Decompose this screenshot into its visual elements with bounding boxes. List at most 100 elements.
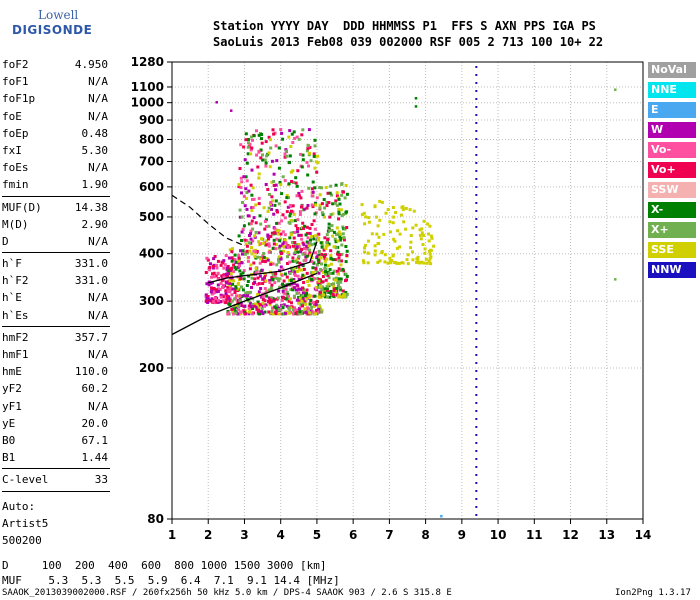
legend-item-x: X+ xyxy=(648,222,696,238)
echo-point xyxy=(267,250,271,254)
echo-point xyxy=(283,200,287,204)
echo-point xyxy=(260,133,264,136)
echo-point xyxy=(296,227,299,230)
echo-point xyxy=(283,152,287,156)
param-group-virtual-heights: h`F 331.0 h`F2 331.0 h`E N/A h`Es N/A xyxy=(2,255,110,324)
echo-point xyxy=(394,211,398,214)
echo-point xyxy=(293,286,297,290)
echo-point xyxy=(281,284,285,287)
echo-point xyxy=(276,296,280,300)
echo-point xyxy=(230,308,234,311)
echo-point xyxy=(233,297,236,301)
param-value: 2.90 xyxy=(81,217,109,231)
param-row: h`E N/A xyxy=(2,289,110,306)
echo-point xyxy=(295,258,299,262)
echo-point xyxy=(305,254,309,258)
echo-point xyxy=(264,164,268,168)
echo-point xyxy=(300,294,304,298)
echo-point xyxy=(218,288,222,291)
echo-point xyxy=(279,232,283,236)
echo-point xyxy=(373,244,377,248)
echo-point xyxy=(404,207,408,210)
echo-point xyxy=(291,259,295,263)
echo-point xyxy=(250,286,253,289)
echo-point xyxy=(398,232,402,236)
echo-point xyxy=(382,232,386,236)
echo-point xyxy=(314,285,318,289)
echo-point xyxy=(333,258,337,262)
echo-point xyxy=(274,310,278,314)
echo-point xyxy=(420,227,424,231)
echo-point xyxy=(287,306,291,310)
echo-point xyxy=(299,268,303,272)
echo-point xyxy=(246,291,250,294)
echo-point xyxy=(280,219,284,223)
echo-point xyxy=(239,143,243,147)
echo-point xyxy=(401,261,405,265)
echo-point xyxy=(278,180,282,184)
echo-point xyxy=(280,299,284,302)
echo-point xyxy=(214,274,218,278)
echo-point xyxy=(317,279,321,283)
echo-point xyxy=(378,199,382,203)
echo-point xyxy=(253,281,257,284)
echo-point xyxy=(288,129,292,133)
echo-point xyxy=(245,239,249,242)
echo-point xyxy=(301,286,305,290)
echo-point xyxy=(268,202,272,206)
echo-point xyxy=(249,263,253,267)
echo-point xyxy=(212,275,216,279)
echo-point xyxy=(255,305,259,309)
echo-point xyxy=(277,279,280,283)
echo-point xyxy=(241,227,245,231)
echo-point xyxy=(204,271,208,274)
echo-point xyxy=(250,146,254,150)
echo-point xyxy=(280,251,284,255)
echo-point xyxy=(265,294,269,298)
echo-point xyxy=(392,237,396,241)
echo-point xyxy=(244,187,248,191)
echo-point xyxy=(293,306,297,310)
echo-point xyxy=(284,297,288,301)
echo-point xyxy=(286,262,289,265)
echo-point xyxy=(307,186,311,190)
echo-point xyxy=(311,190,315,194)
echo-point xyxy=(264,218,268,222)
echo-point xyxy=(260,141,264,145)
echo-point xyxy=(267,299,270,303)
echo-point xyxy=(267,224,271,228)
echo-point xyxy=(251,239,255,243)
echo-point xyxy=(276,232,280,236)
echo-point xyxy=(246,259,250,263)
echo-point xyxy=(317,295,321,299)
echo-point xyxy=(257,307,261,311)
echo-point xyxy=(384,211,388,215)
echo-point xyxy=(391,206,395,209)
echo-point xyxy=(285,304,289,308)
echo-point xyxy=(243,238,247,242)
param-value: N/A xyxy=(88,348,108,361)
echo-point xyxy=(303,294,307,298)
echo-point xyxy=(285,290,289,294)
echo-point xyxy=(300,276,304,280)
echo-point xyxy=(367,216,371,220)
echo-point xyxy=(341,294,345,298)
param-name: B0 xyxy=(2,433,16,447)
param-row: C-level 33 xyxy=(2,471,110,488)
echo-point xyxy=(332,269,336,273)
echo-point xyxy=(208,266,212,269)
echo-point xyxy=(334,287,338,290)
echo-point xyxy=(296,169,300,173)
echo-point xyxy=(411,226,415,230)
echo-point xyxy=(308,151,312,155)
echo-point xyxy=(233,307,237,311)
echo-point xyxy=(286,293,290,296)
echo-point xyxy=(337,286,340,290)
echo-point xyxy=(274,183,278,187)
echo-point xyxy=(222,273,226,277)
legend-item-noval: NoVal xyxy=(648,62,696,78)
echo-point xyxy=(254,266,258,270)
echo-point xyxy=(283,155,287,159)
echo-point xyxy=(337,272,340,276)
echo-point xyxy=(243,158,247,162)
